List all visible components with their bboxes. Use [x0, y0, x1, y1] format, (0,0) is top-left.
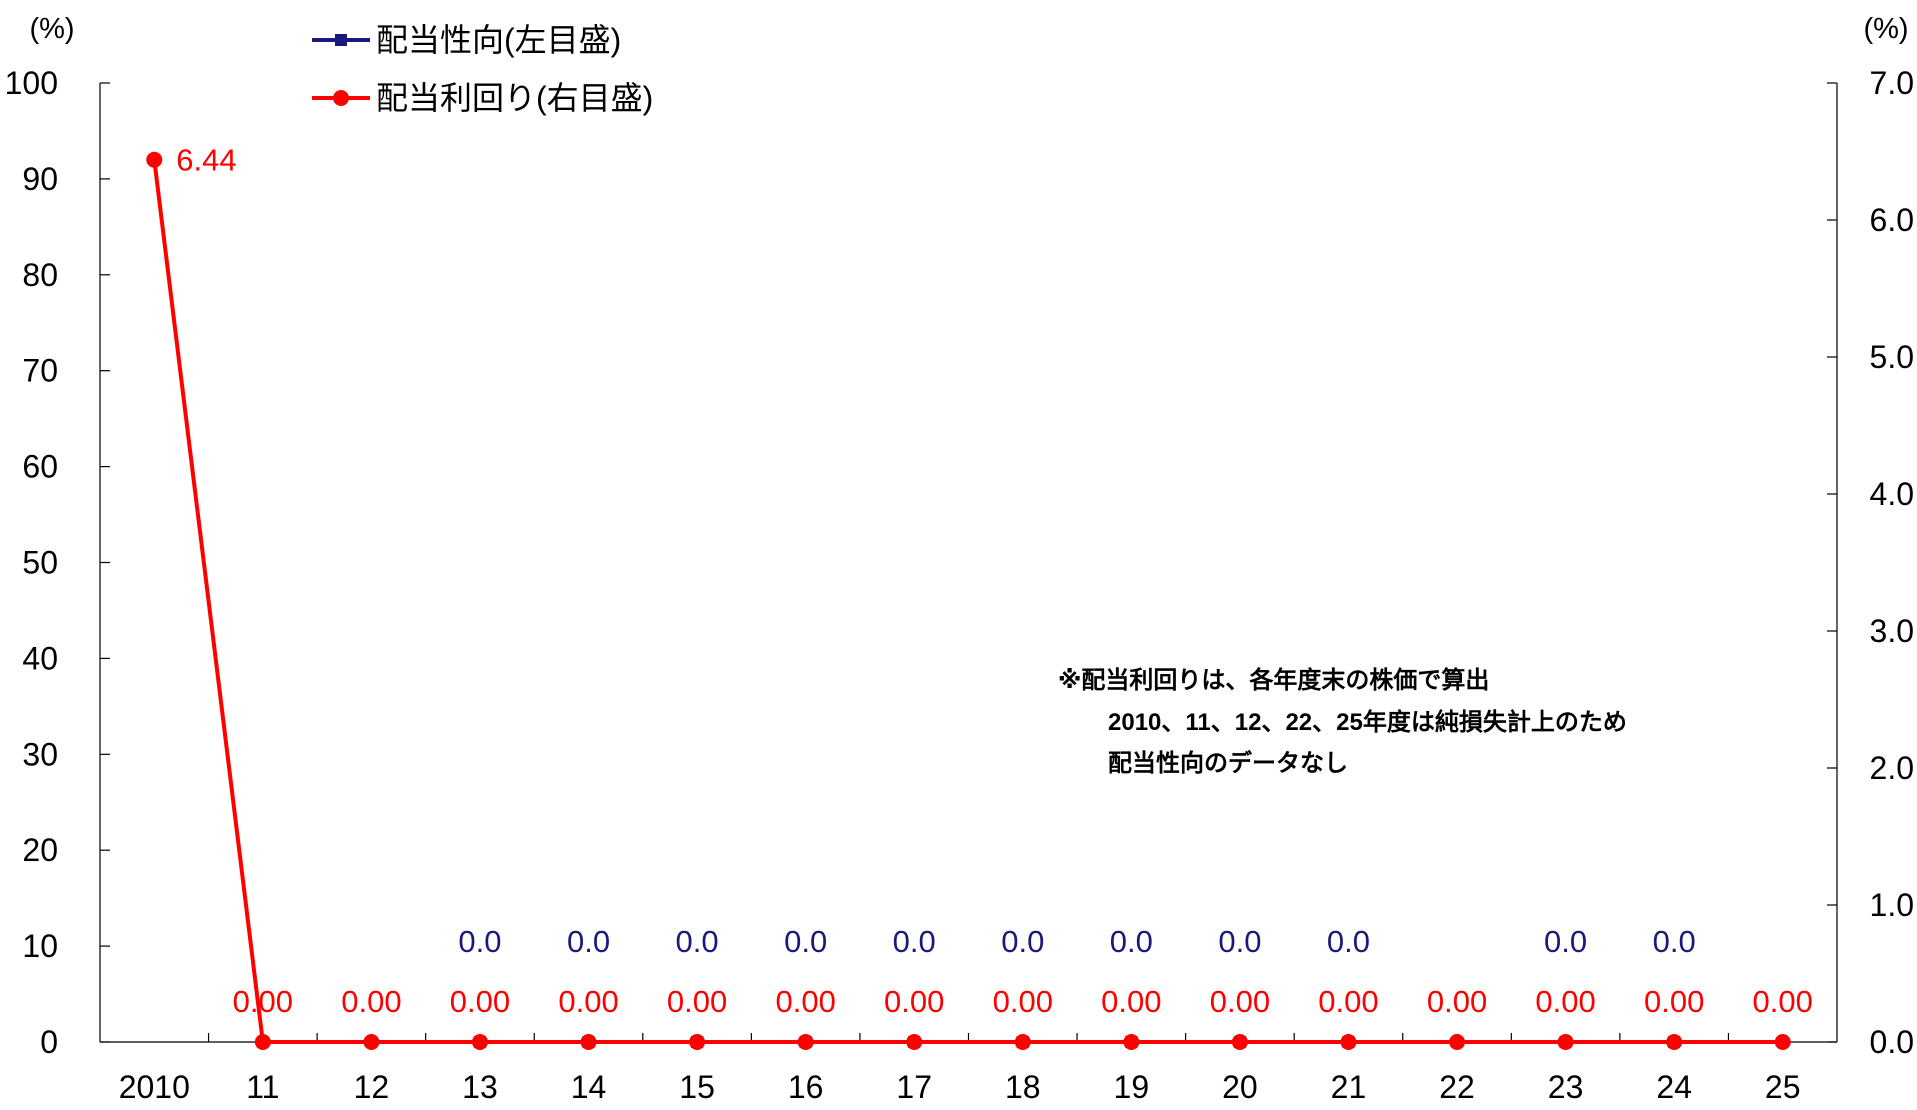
- left-tick-label: 80: [22, 257, 58, 293]
- data-label: 0.00: [1318, 984, 1378, 1019]
- x-tick-label: 19: [1114, 1069, 1150, 1105]
- data-label: 0.0: [784, 924, 827, 959]
- annotation-line: 2010、11、12、22、25年度は純損失計上のため: [1108, 708, 1627, 736]
- x-tick-label: 22: [1439, 1069, 1475, 1105]
- legend-label: 配当性向(左目盛): [376, 22, 621, 58]
- data-point: [1014, 1034, 1031, 1050]
- data-label: 6.44: [176, 143, 236, 178]
- data-label: 0.0: [1001, 924, 1044, 959]
- data-point: [906, 1034, 923, 1050]
- x-tick-label: 2010: [119, 1069, 190, 1105]
- left-tick-label: 0: [40, 1024, 58, 1060]
- data-label: 0.00: [558, 984, 618, 1019]
- left-tick-label: 50: [22, 545, 58, 581]
- data-label: 0.0: [893, 924, 936, 959]
- data-label: 0.0: [567, 924, 610, 959]
- data-label: 0.0: [1218, 924, 1261, 959]
- data-label: 0.00: [1210, 984, 1270, 1019]
- right-tick-label: 6.0: [1870, 202, 1914, 238]
- data-point: [363, 1034, 380, 1050]
- right-tick-label: 2.0: [1870, 750, 1914, 786]
- legend: 配当性向(左目盛) 配当利回り(右目盛): [312, 22, 653, 116]
- x-tick-label: 11: [246, 1069, 279, 1105]
- left-tick-label: 10: [22, 928, 58, 964]
- right-axis-unit: (%): [1863, 13, 1908, 45]
- data-label: 0.00: [1101, 984, 1161, 1019]
- data-point: [146, 151, 163, 168]
- x-tick-label: 15: [679, 1069, 715, 1105]
- data-label: 0.00: [667, 984, 727, 1019]
- data-point: [1666, 1034, 1683, 1050]
- data-label: 0.00: [233, 984, 293, 1019]
- data-label: 0.0: [676, 924, 719, 959]
- left-axis-unit: (%): [29, 13, 74, 45]
- data-label: 0.00: [1644, 984, 1704, 1019]
- x-tick-label: 12: [354, 1069, 390, 1105]
- data-label: 0.00: [450, 984, 510, 1019]
- x-tick-label: 24: [1656, 1069, 1692, 1105]
- data-label: 0.00: [341, 984, 401, 1019]
- x-tick-label: 25: [1765, 1069, 1801, 1105]
- annotation-line: ※配当利回りは、各年度末の株価で算出: [1058, 666, 1489, 694]
- data-point: [797, 1034, 814, 1050]
- data-point: [580, 1034, 597, 1050]
- right-tick-label: 1.0: [1870, 887, 1914, 923]
- x-tick-label: 23: [1548, 1069, 1584, 1105]
- axes-group: 0 10 20 30 40 50 60 70 80 90 100 (%) 0.0 1.0 2.0 3.0 4.0…: [5, 13, 1914, 1105]
- data-label: 0.0: [1544, 924, 1587, 959]
- right-tick-label: 3.0: [1870, 613, 1914, 649]
- x-tick-label: 18: [1005, 1069, 1041, 1105]
- left-tick-label: 90: [22, 161, 58, 197]
- right-tick-label: 7.0: [1870, 65, 1914, 101]
- data-point: [1774, 1034, 1791, 1050]
- data-label: 0.0: [458, 924, 501, 959]
- left-tick-label: 100: [5, 65, 58, 101]
- left-tick-label: 30: [22, 736, 58, 772]
- data-label: 0.00: [1427, 984, 1487, 1019]
- data-point: [1123, 1034, 1140, 1050]
- series-line: [152, 159, 1783, 1044]
- left-tick-label: 70: [22, 353, 58, 389]
- right-tick-label: 0.0: [1870, 1024, 1914, 1060]
- annotation-note: ※配当利回りは、各年度末の株価で算出 2010、11、12、22、25年度は純損失…: [1058, 666, 1627, 777]
- data-point: [1231, 1034, 1248, 1050]
- x-tick-label: 20: [1222, 1069, 1258, 1105]
- right-tick-label: 4.0: [1870, 476, 1914, 512]
- legend-swatch-marker: [333, 90, 349, 106]
- data-label: 0.0: [1327, 924, 1370, 959]
- data-point: [1557, 1034, 1574, 1050]
- right-tick-label: 5.0: [1870, 339, 1914, 375]
- series-group: 0.0 0.0 0.0 0.0 0.0 0.0 0.0 0.0 0.0 0.0 0.0 6.44 0.0…: [146, 143, 1813, 1050]
- data-label: 0.00: [1535, 984, 1595, 1019]
- data-point: [254, 1034, 271, 1050]
- data-label: 0.00: [884, 984, 944, 1019]
- data-label: 0.00: [993, 984, 1053, 1019]
- left-tick-label: 20: [22, 832, 58, 868]
- left-tick-label: 40: [22, 640, 58, 676]
- legend-swatch-marker: [335, 34, 347, 46]
- annotation-line: 配当性向のデータなし: [1108, 749, 1348, 777]
- x-tick-label: 17: [896, 1069, 932, 1105]
- x-tick-label: 13: [462, 1069, 498, 1105]
- data-label: 0.00: [1753, 984, 1813, 1019]
- x-tick-label: 16: [788, 1069, 824, 1105]
- data-point: [1340, 1034, 1357, 1050]
- data-label: 0.0: [1110, 924, 1153, 959]
- data-point: [689, 1034, 706, 1050]
- data-label: 0.0: [1653, 924, 1696, 959]
- left-tick-label: 60: [22, 449, 58, 485]
- data-point: [1449, 1034, 1466, 1050]
- data-label: 0.00: [775, 984, 835, 1019]
- x-tick-label: 21: [1331, 1069, 1367, 1105]
- legend-label: 配当利回り(右目盛): [376, 80, 653, 116]
- data-point: [471, 1034, 488, 1050]
- x-tick-label: 14: [571, 1069, 607, 1105]
